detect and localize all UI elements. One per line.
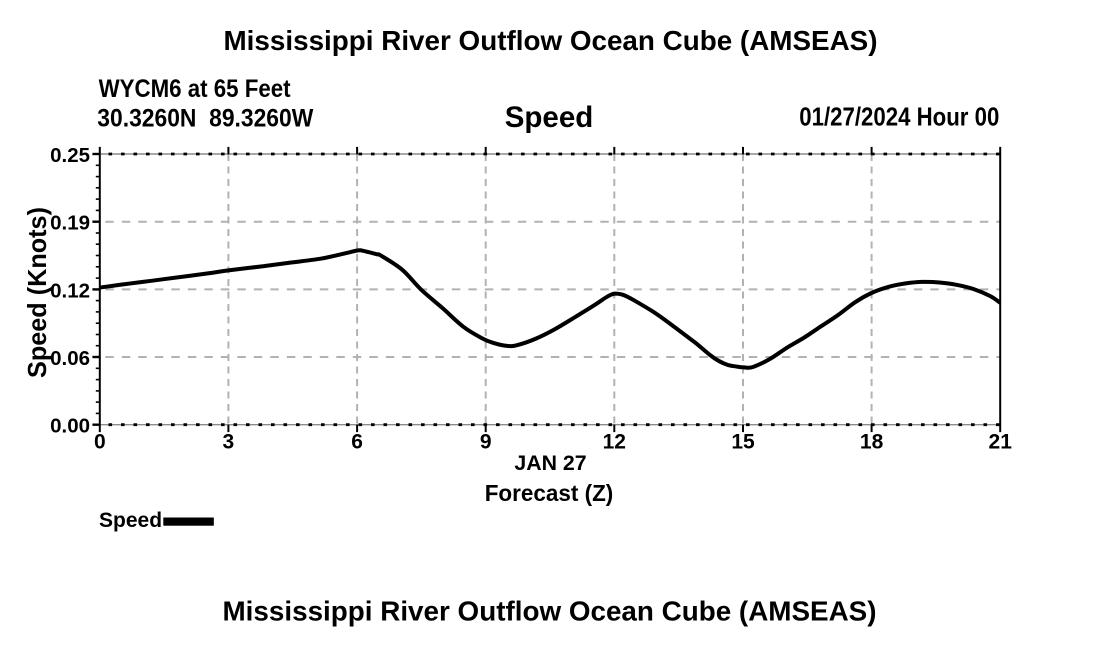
svg-text:Forecast (Z): Forecast (Z) (485, 480, 614, 506)
svg-text:JAN 27: JAN 27 (514, 451, 586, 475)
svg-text:Speed: Speed (505, 101, 594, 134)
svg-text:0.06: 0.06 (50, 347, 90, 370)
svg-text:9: 9 (480, 431, 492, 454)
svg-text:Speed (Knots): Speed (Knots) (22, 207, 52, 378)
svg-text:15: 15 (731, 431, 755, 454)
svg-text:Mississippi River Outflow Ocea: Mississippi River Outflow Ocean Cube (AM… (223, 595, 877, 626)
svg-text:0.12: 0.12 (50, 279, 90, 302)
svg-text:01/27/2024 Hour 00: 01/27/2024 Hour 00 (799, 102, 999, 132)
svg-text:0.00: 0.00 (50, 415, 90, 438)
svg-text:WYCM6 at 65 Feet: WYCM6 at 65 Feet (99, 75, 292, 103)
svg-text:Mississippi River Outflow Ocea: Mississippi River Outflow Ocean Cube (AM… (224, 25, 878, 56)
svg-text:Speed: Speed (99, 509, 162, 532)
svg-text:21: 21 (989, 431, 1013, 454)
svg-text:6: 6 (351, 431, 363, 454)
svg-text:30.3260N 89.3260W: 30.3260N 89.3260W (97, 104, 313, 132)
svg-text:12: 12 (603, 431, 626, 454)
svg-text:3: 3 (223, 431, 235, 454)
svg-text:0: 0 (94, 431, 106, 454)
svg-text:0.19: 0.19 (50, 212, 90, 235)
svg-text:0.25: 0.25 (50, 144, 90, 167)
svg-text:18: 18 (860, 431, 884, 454)
